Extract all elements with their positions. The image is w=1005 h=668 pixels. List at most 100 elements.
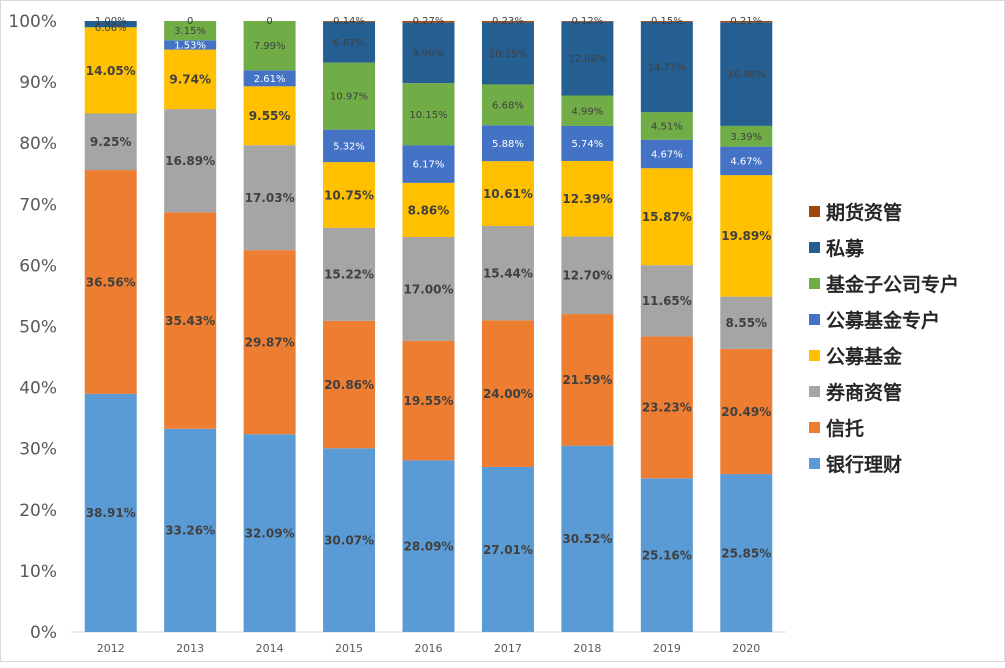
y-tick-label: 70% [19, 195, 57, 215]
x-tick-label: 2019 [653, 642, 681, 655]
x-tick-label: 2012 [97, 642, 125, 655]
legend-swatch [809, 242, 820, 253]
legend-item: 券商资管 [809, 373, 999, 409]
data-label: 4.99% [571, 106, 603, 117]
data-label: 0.15% [651, 16, 683, 27]
x-tick-label: 2014 [256, 642, 284, 655]
data-label: 0.27% [413, 16, 445, 27]
legend-swatch [809, 278, 820, 289]
data-label: 2.61% [254, 74, 286, 85]
y-tick-label: 50% [19, 318, 57, 338]
data-label: 19.89% [721, 229, 771, 243]
y-tick-label: 20% [19, 501, 57, 521]
data-label: 10.15% [409, 110, 447, 121]
data-label: 15.87% [642, 210, 692, 224]
data-label: 10.15% [489, 49, 527, 60]
data-label: 36.56% [86, 275, 136, 289]
data-label: 5.74% [571, 139, 603, 150]
data-label: 12.39% [562, 192, 612, 206]
x-tick-label: 2016 [415, 642, 443, 655]
legend-label: 私募 [826, 234, 864, 261]
x-tick-label: 2015 [335, 642, 363, 655]
data-label: 17.00% [404, 282, 454, 296]
data-label: 33.26% [165, 524, 215, 538]
data-label: 32.09% [245, 526, 295, 540]
data-label: 20.49% [721, 405, 771, 419]
data-label: 6.68% [492, 100, 524, 111]
data-label: 16.89% [165, 154, 215, 168]
x-tick-label: 2018 [573, 642, 601, 655]
legend-item: 信托 [809, 409, 999, 445]
data-label: 0.21% [730, 16, 762, 27]
data-label: 21.59% [562, 373, 612, 387]
legend-label: 券商资管 [826, 378, 902, 405]
legend-item: 公募基金专户 [809, 301, 999, 337]
data-label: 30.07% [324, 533, 374, 547]
legend: 期货资管私募基金子公司专户公募基金专户公募基金券商资管信托银行理财 [809, 193, 999, 481]
data-label: 3.15% [174, 26, 206, 37]
legend-label: 信托 [826, 414, 864, 441]
data-label: 25.16% [642, 548, 692, 562]
data-label: 27.01% [483, 543, 533, 557]
data-label: 11.65% [642, 294, 692, 308]
legend-item: 私募 [809, 229, 999, 265]
legend-swatch [809, 458, 820, 469]
data-label: 24.00% [483, 387, 533, 401]
data-label: 17.03% [245, 191, 295, 205]
data-label: 19.55% [404, 394, 454, 408]
legend-swatch [809, 206, 820, 217]
legend-item: 公募基金 [809, 337, 999, 373]
data-label: 4.67% [730, 156, 762, 167]
x-tick-label: 2017 [494, 642, 522, 655]
data-label: 0 [187, 16, 193, 27]
data-label: 4.67% [651, 150, 683, 161]
data-label: 8.86% [408, 203, 450, 217]
data-label: 35.43% [165, 314, 215, 328]
data-label: 0.14% [333, 16, 365, 27]
data-label: 6.67% [333, 38, 365, 49]
y-tick-label: 60% [19, 256, 57, 276]
data-label: 10.97% [330, 92, 368, 103]
data-label: 15.44% [483, 266, 533, 280]
legend-swatch [809, 350, 820, 361]
data-label: 7.99% [254, 41, 286, 52]
data-label: 5.32% [333, 141, 365, 152]
data-label: 9.90% [413, 48, 445, 59]
legend-item: 基金子公司专户 [809, 265, 999, 301]
data-label: 0.23% [492, 16, 524, 27]
data-label: 14.05% [86, 64, 136, 78]
y-tick-label: 80% [19, 134, 57, 154]
x-tick-label: 2020 [732, 642, 760, 655]
y-axis: 0%10%20%30%40%50%60%70%80%90%100% [8, 12, 57, 643]
data-label: 6.17% [413, 160, 445, 171]
legend-swatch [809, 314, 820, 325]
data-label: 30.52% [562, 532, 612, 546]
data-label: 1.53% [174, 41, 206, 52]
data-label: 28.09% [404, 539, 454, 553]
data-label: 15.22% [324, 268, 374, 282]
y-tick-label: 90% [19, 73, 57, 93]
data-label: 16.96% [727, 70, 765, 81]
data-label: 29.87% [245, 336, 295, 350]
data-label: 5.88% [492, 139, 524, 150]
y-tick-label: 10% [19, 562, 57, 582]
legend-label: 公募基金专户 [826, 306, 940, 333]
data-label: 12.70% [562, 269, 612, 283]
data-label: 3.39% [730, 132, 762, 143]
y-tick-label: 100% [8, 12, 57, 32]
data-label: 9.74% [169, 73, 211, 87]
data-label: 10.75% [324, 188, 374, 202]
legend-item: 期货资管 [809, 193, 999, 229]
data-label: 14.77% [648, 63, 686, 74]
data-label: 20.86% [324, 378, 374, 392]
data-label: 9.25% [90, 135, 132, 149]
legend-label: 公募基金 [826, 342, 902, 369]
data-label: 4.51% [651, 122, 683, 133]
legend-item: 银行理财 [809, 445, 999, 481]
data-label: 38.91% [86, 506, 136, 520]
legend-label: 基金子公司专户 [826, 270, 959, 297]
data-label: 9.55% [249, 109, 291, 123]
y-tick-label: 40% [19, 379, 57, 399]
legend-swatch [809, 422, 820, 433]
